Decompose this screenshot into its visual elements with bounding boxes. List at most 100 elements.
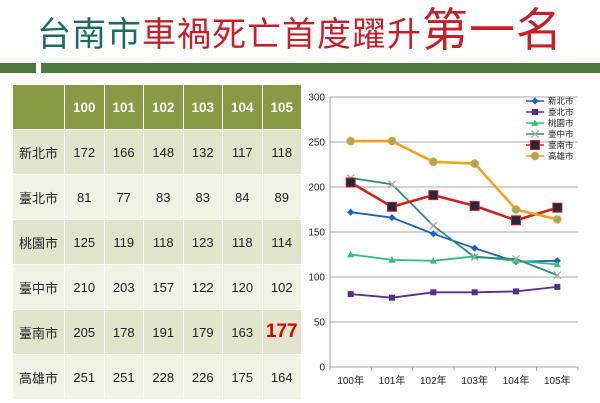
table-cell-value: 148	[143, 129, 184, 175]
legend-label: 桃園市	[548, 118, 574, 128]
title-divider-small	[0, 63, 36, 73]
table-cell-value: 163	[222, 309, 263, 355]
data-point	[345, 177, 356, 188]
data-point	[429, 221, 438, 230]
page-title: 台南市車禍死亡首度躍升第一名	[0, 4, 600, 56]
table-cell-city: 臺北市	[12, 174, 65, 220]
table-cell-value: 172	[64, 129, 105, 175]
y-tick-label: 50	[314, 318, 326, 329]
data-point	[511, 205, 521, 214]
legend-label: 臺南市	[548, 140, 574, 150]
legend-label: 臺北市	[548, 107, 574, 117]
title-part-rank: 第一名	[422, 3, 563, 57]
data-point	[430, 289, 437, 296]
table-cell-value: 117	[222, 129, 263, 175]
legend-marker	[532, 109, 538, 115]
legend-marker	[531, 97, 539, 105]
table-cell-value: 178	[103, 309, 144, 355]
y-tick-label: 200	[308, 183, 325, 194]
table-cell-value: 118	[261, 129, 302, 175]
data-point	[389, 294, 395, 301]
data-point	[387, 136, 397, 146]
table-row: 新北市 172 166 148 132 117 118	[12, 129, 302, 175]
x-tick-label: 103年	[461, 374, 488, 387]
table-cell-value: 125	[64, 219, 105, 265]
title-part-subject: 車禍死亡首度躍升	[142, 15, 422, 55]
data-point	[469, 200, 480, 211]
data-point	[387, 201, 397, 212]
marker-stroke	[387, 180, 397, 189]
marker-stroke	[553, 271, 562, 280]
data-point	[471, 289, 478, 296]
table-cell-value: 210	[64, 264, 105, 310]
table-cell-value: 120	[222, 264, 263, 310]
table-cell-value: 251	[64, 354, 105, 400]
legend-item: 臺北市	[526, 107, 574, 117]
y-tick-label: 150	[308, 228, 325, 239]
title-divider	[41, 63, 600, 73]
y-tick-label: 100	[308, 273, 325, 284]
table-cell-value: 132	[182, 129, 223, 175]
table-cell-value: 166	[103, 129, 144, 175]
data-point	[511, 215, 521, 226]
marker-stroke	[470, 253, 479, 262]
series-line	[350, 286, 558, 299]
data-point	[513, 288, 519, 295]
x-tick-label: 102年	[420, 374, 447, 387]
y-tick-label: 250	[308, 138, 325, 149]
table-cell-city: 桃園市	[12, 219, 65, 265]
x-tick-label: 105年	[544, 374, 571, 387]
x-tick-label: 100年	[337, 374, 364, 387]
data-point	[388, 214, 396, 222]
x-tick-label: 104年	[503, 374, 530, 387]
table-cell-value: 123	[182, 219, 223, 265]
table-row: 桃園市 125 119 118 123 118 114	[12, 219, 302, 265]
table-cell-value: 191	[143, 309, 184, 355]
series-group	[347, 283, 561, 301]
table-cell-value: 119	[103, 219, 144, 265]
table-header-year: 104	[222, 84, 263, 130]
table-cell-value: 77	[103, 174, 144, 220]
table-row: 臺北市 81 77 83 83 84 89	[12, 174, 302, 220]
table-cell-value: 164	[261, 354, 302, 400]
data-point	[387, 180, 397, 189]
line-chart: 0 50 100 150 200 250 300 100年 101年 102年 103年 104年 10…	[302, 84, 598, 398]
legend-item: 臺中市	[526, 129, 574, 139]
data-point	[554, 283, 561, 290]
data-point	[428, 190, 439, 201]
data-point	[429, 257, 437, 264]
series-group	[345, 177, 563, 226]
table-cell-value: 114	[261, 219, 302, 265]
data-point	[552, 202, 563, 213]
legend-item: 高雄市	[526, 151, 574, 161]
table-cell-value: 118	[143, 219, 184, 265]
legend-marker	[531, 119, 539, 126]
table-cell-value: 81	[64, 174, 105, 220]
data-point	[470, 159, 479, 168]
table-header-year: 103	[182, 84, 223, 130]
table-cell-value: 226	[182, 354, 223, 400]
data-point	[429, 157, 438, 167]
chart-frame	[302, 84, 598, 398]
table-header-year: 105	[261, 84, 302, 130]
table-body: 新北市 172 166 148 132 117 118 臺北市 81 77 83 83 84 89 桃園市 1…	[12, 129, 302, 400]
series-line	[350, 139, 558, 221]
legend-label: 臺中市	[548, 129, 574, 139]
table-cell-value: 83	[182, 174, 223, 220]
table-row: 臺南市 205 178 191 179 163 177	[12, 309, 302, 355]
legend-label: 新北市	[548, 96, 574, 106]
table-row: 高雄市 251 251 228 226 175 164	[12, 354, 302, 400]
chart-grid	[330, 96, 578, 323]
table-cell-value: 89	[261, 174, 302, 220]
table-header-year: 101	[103, 84, 144, 130]
marker-stroke	[429, 221, 438, 230]
legend-item: 桃園市	[526, 118, 574, 128]
table-cell-city: 新北市	[12, 129, 65, 175]
data-point	[346, 136, 355, 146]
table-row: 臺中市 210 203 157 122 120 102	[12, 264, 302, 310]
table-cell-value: 175	[222, 354, 263, 400]
data-point	[553, 260, 561, 268]
table-cell-value: 177	[261, 309, 302, 355]
table-cell-value: 157	[143, 264, 184, 310]
